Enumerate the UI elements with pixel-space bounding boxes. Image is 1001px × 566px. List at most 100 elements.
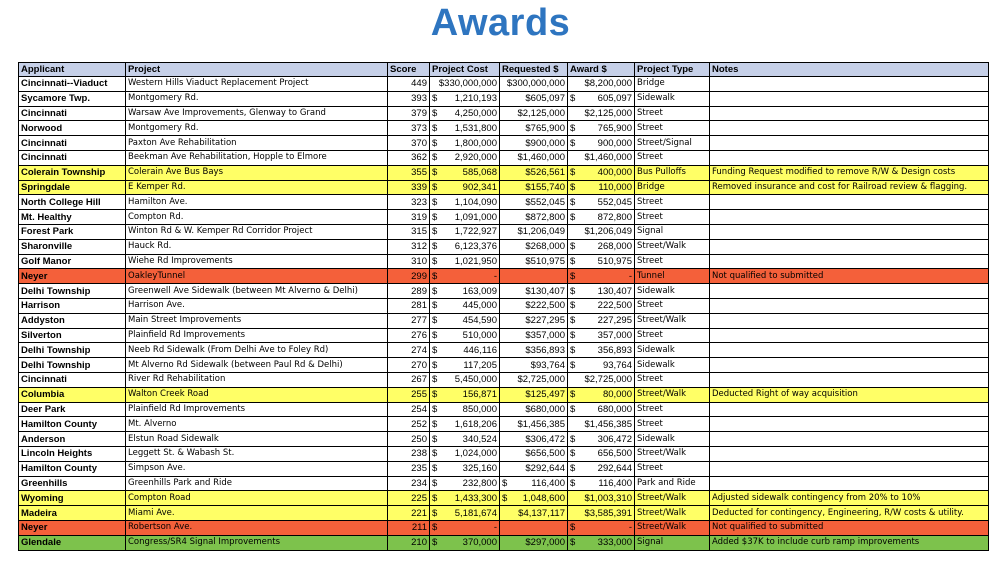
cell-applicant: Norwood xyxy=(18,120,126,137)
table-row: Madeira Miami Ave. 221 $5,181,674 $4,137,117… xyxy=(18,505,989,521)
cell-project-type: Street xyxy=(634,120,710,137)
cell-project-type: Street/Walk xyxy=(634,490,710,507)
cell-project-type: Street/Walk xyxy=(634,505,710,521)
cell-award-currency: $ xyxy=(570,403,576,415)
cell-project-cost-currency: $ xyxy=(432,359,438,371)
cell-requested: $155,740 xyxy=(499,179,568,196)
cell-project-cost-value: 5,450,000 xyxy=(454,374,497,386)
cell-notes xyxy=(709,416,989,433)
cell-requested-value: $872,800 xyxy=(525,211,565,223)
cell-requested xyxy=(499,268,568,285)
cell-project-cost-currency: $ xyxy=(432,329,438,341)
cell-project: Congress/SR4 Signal Improvements xyxy=(125,534,388,551)
cell-project: E Kemper Rd. xyxy=(125,179,388,196)
cell-applicant: Columbia xyxy=(18,386,126,403)
cell-project: Main Street Improvements xyxy=(125,312,388,329)
cell-project: Winton Rd & W. Kemper Rd Corridor Projec… xyxy=(125,223,388,240)
cell-project-type: Street/Signal xyxy=(634,135,710,151)
cell-project: Compton Rd. xyxy=(125,209,388,225)
cell-project-cost-currency: $ xyxy=(432,507,438,519)
cell-notes: Not qualified to submitted xyxy=(709,268,989,285)
table-row: Deer Park Plainfield Rd Improvements 254 $8… xyxy=(18,401,989,418)
cell-project: Plainfield Rd Improvements xyxy=(125,327,388,344)
cell-notes xyxy=(709,105,989,122)
cell-score: 339 xyxy=(387,179,430,196)
cell-award: $130,407 xyxy=(567,283,635,299)
cell-project-cost: $1,021,950 xyxy=(429,253,500,270)
cell-project: Greenwell Ave Sidewalk (between Mt Alver… xyxy=(125,283,388,299)
cell-requested: $900,000 xyxy=(499,135,568,151)
cell-project-type: Sidewalk xyxy=(634,90,710,107)
cell-award-currency: $ xyxy=(570,93,576,105)
table-row: Delhi Township Neeb Rd Sidewalk (From Del… xyxy=(18,342,989,359)
cell-score: 379 xyxy=(387,105,430,122)
cell-award: $357,000 xyxy=(567,327,635,344)
cell-project-type: Street/Walk xyxy=(634,519,710,536)
cell-score: 255 xyxy=(387,386,430,403)
cell-project: Colerain Ave Bus Bays xyxy=(125,164,388,181)
cell-award-currency: $ xyxy=(570,167,576,179)
cell-notes: Adjusted sidewalk contingency from 20% t… xyxy=(709,490,989,507)
cell-project-cost: $325,160 xyxy=(429,460,500,477)
cell-project-cost-currency: $ xyxy=(432,463,438,475)
cell-requested-currency: $ xyxy=(502,492,508,504)
cell-score: 355 xyxy=(387,164,430,181)
cell-project-cost: $902,341 xyxy=(429,179,500,196)
cell-award: $872,800 xyxy=(567,209,635,225)
table-row: Cincinnati River Rd Rehabilitation 267 $5,4… xyxy=(18,371,989,388)
cell-project-cost-currency: $ xyxy=(432,196,438,208)
cell-award: $605,097 xyxy=(567,90,635,107)
cell-score: 221 xyxy=(387,505,430,521)
cell-award-value: 872,800 xyxy=(597,211,632,223)
cell-requested-value: $1,206,049 xyxy=(517,226,565,238)
cell-project-type: Bridge xyxy=(634,76,710,92)
cell-applicant: Springdale xyxy=(18,179,126,196)
cell-requested-value: $552,045 xyxy=(525,196,565,208)
cell-project-cost: $2,920,000 xyxy=(429,149,500,166)
cell-award-value: $1,003,310 xyxy=(584,492,632,504)
cell-score: 393 xyxy=(387,90,430,107)
cell-award: $900,000 xyxy=(567,135,635,151)
header-score: Score xyxy=(387,62,430,77)
cell-requested-value: $292,644 xyxy=(525,463,565,475)
cell-award: $110,000 xyxy=(567,179,635,196)
cell-score: 289 xyxy=(387,283,430,299)
table-row: Neyer Robertson Ave. 211 $ - $ - Street/Walk Not… xyxy=(18,519,989,536)
header-project-type: Project Type xyxy=(634,62,710,77)
cell-applicant: Cincinnati--Viaduct xyxy=(18,76,126,92)
cell-requested-value: $297,000 xyxy=(525,537,565,549)
cell-project-type: Street xyxy=(634,371,710,388)
table-row: Neyer OakleyTunnel 299 $ - $ - Tunnel Not qualif… xyxy=(18,268,989,285)
cell-project-cost: $445,000 xyxy=(429,297,500,314)
cell-applicant: Neyer xyxy=(18,268,126,285)
cell-project: Greenhills Park and Ride xyxy=(125,475,388,492)
cell-notes xyxy=(709,120,989,137)
cell-notes xyxy=(709,90,989,107)
cell-award: $306,472 xyxy=(567,431,635,447)
cell-applicant: Golf Manor xyxy=(18,253,126,270)
cell-award-value: $1,206,049 xyxy=(584,226,632,238)
cell-project-type: Sidewalk xyxy=(634,431,710,447)
cell-applicant: Cincinnati xyxy=(18,371,126,388)
cell-requested-value: $1,460,000 xyxy=(517,152,565,164)
cell-notes xyxy=(709,371,989,388)
cell-award-value: 656,500 xyxy=(597,448,632,460)
cell-award: $510,975 xyxy=(567,253,635,270)
cell-requested: $510,975 xyxy=(499,253,568,270)
cell-requested-value: $93,764 xyxy=(530,359,565,371)
cell-award: $2,125,000 xyxy=(567,105,635,122)
cell-applicant: Sharonville xyxy=(18,238,126,255)
cell-requested: $297,000 xyxy=(499,534,568,551)
cell-requested: $1,456,385 xyxy=(499,416,568,433)
cell-project-type: Sidewalk xyxy=(634,357,710,373)
cell-project-cost-value: 1,021,950 xyxy=(454,255,497,267)
cell-award: $1,206,049 xyxy=(567,223,635,240)
cell-award-currency: $ xyxy=(570,433,576,445)
table-row: Delhi Township Mt Alverno Rd Sidewalk (be… xyxy=(18,357,989,373)
header-row: Applicant Project Score Project Cost Req… xyxy=(18,62,989,77)
cell-requested-value: $300,000,000 xyxy=(506,78,565,90)
cell-award-currency: $ xyxy=(570,463,576,475)
cell-project-cost-currency: $ xyxy=(432,344,438,356)
header-applicant: Applicant xyxy=(18,62,126,77)
cell-award-value: $2,125,000 xyxy=(584,107,632,119)
